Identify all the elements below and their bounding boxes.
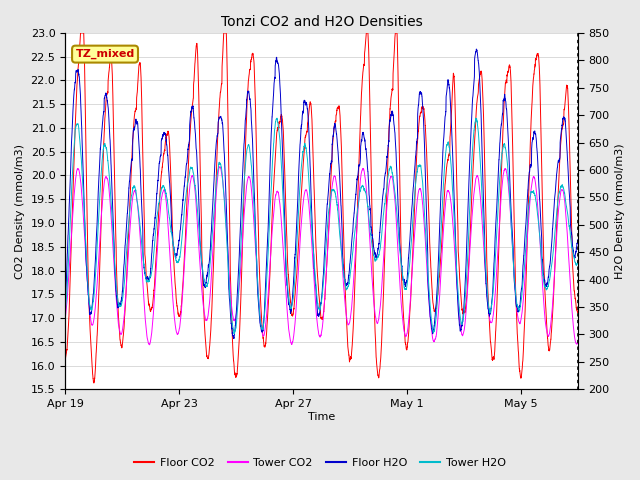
Floor H2O	[574, 237, 582, 242]
Floor H2O	[154, 174, 162, 180]
Y-axis label: CO2 Density (mmol/m3): CO2 Density (mmol/m3)	[15, 144, 25, 278]
Floor CO2	[395, 115, 403, 121]
Floor CO2	[155, 214, 163, 220]
Tower H2O	[257, 324, 265, 329]
Floor H2O	[444, 77, 452, 83]
Tower H2O	[395, 236, 403, 242]
Line: Tower H2O: Tower H2O	[65, 118, 578, 334]
Line: Floor H2O: Floor H2O	[65, 49, 578, 338]
Floor H2O	[395, 216, 403, 222]
Tower CO2	[483, 291, 491, 297]
Tower H2O	[61, 312, 69, 318]
Floor CO2	[61, 358, 69, 363]
Floor CO2	[90, 380, 98, 386]
Tower CO2	[61, 315, 69, 321]
Tower H2O	[230, 331, 238, 336]
Tower H2O	[369, 248, 377, 254]
Tower CO2	[444, 187, 452, 193]
Tower CO2	[395, 262, 403, 268]
Tower CO2	[146, 342, 154, 348]
Floor CO2	[257, 311, 265, 316]
Tower CO2	[257, 324, 265, 330]
Floor H2O	[257, 326, 265, 332]
Tower CO2	[154, 230, 162, 236]
Y-axis label: H2O Density (mmol/m3): H2O Density (mmol/m3)	[615, 144, 625, 279]
Floor CO2	[574, 310, 582, 315]
Line: Floor CO2: Floor CO2	[65, 33, 578, 383]
Floor CO2	[369, 259, 377, 265]
Tower CO2	[216, 164, 223, 169]
Text: TZ_mixed: TZ_mixed	[76, 49, 134, 59]
Floor H2O	[472, 46, 480, 52]
Title: Tonzi CO2 and H2O Densities: Tonzi CO2 and H2O Densities	[221, 15, 422, 29]
Floor CO2	[444, 157, 452, 163]
Floor H2O	[61, 303, 69, 309]
Tower H2O	[273, 115, 281, 121]
Floor H2O	[369, 236, 376, 241]
Tower H2O	[483, 283, 491, 289]
Legend: Floor CO2, Tower CO2, Floor H2O, Tower H2O: Floor CO2, Tower CO2, Floor H2O, Tower H…	[130, 453, 510, 472]
Floor H2O	[483, 294, 491, 300]
Floor H2O	[230, 336, 238, 341]
Tower H2O	[444, 140, 452, 145]
Floor CO2	[77, 30, 84, 36]
Floor CO2	[483, 261, 491, 267]
Tower CO2	[574, 338, 582, 344]
Tower H2O	[154, 204, 162, 209]
X-axis label: Time: Time	[308, 412, 335, 422]
Tower CO2	[369, 287, 377, 292]
Tower H2O	[574, 259, 582, 264]
Line: Tower CO2: Tower CO2	[65, 167, 578, 345]
